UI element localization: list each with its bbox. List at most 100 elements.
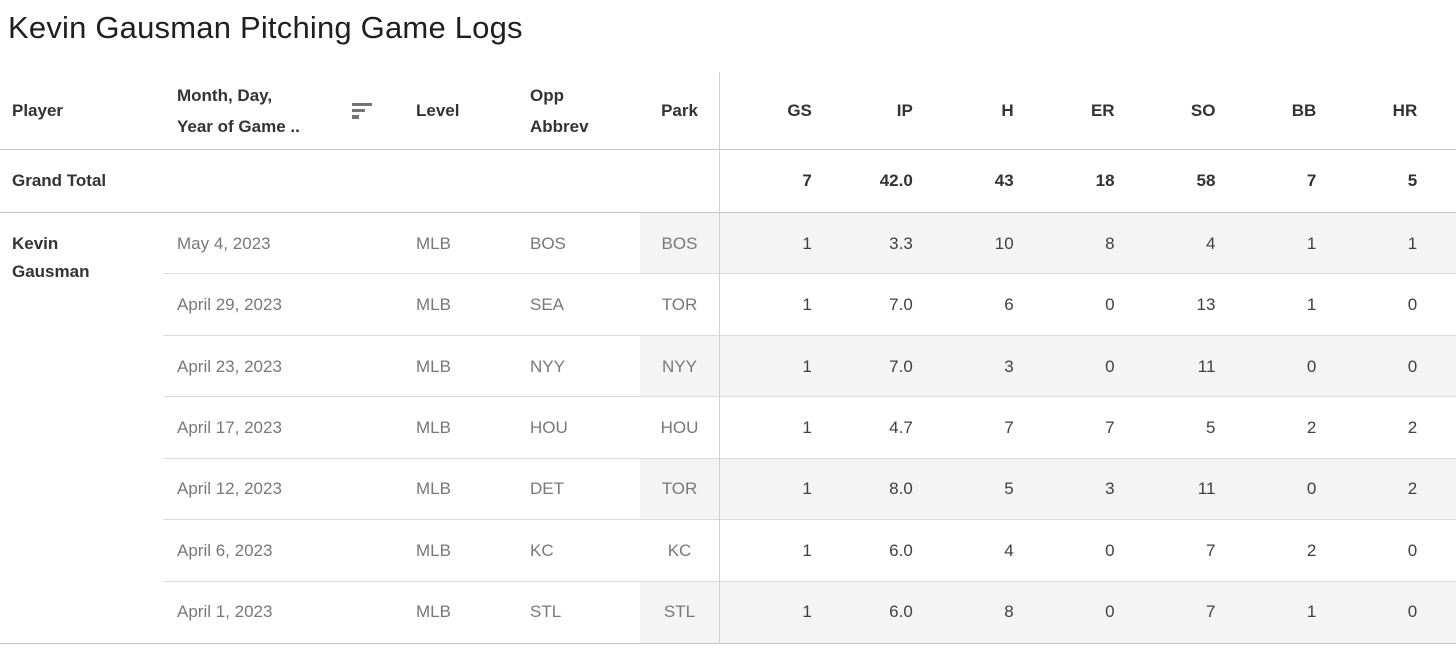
stat-value-cell[interactable]: 1 (1306, 233, 1317, 253)
stat-value-cell[interactable]: 11 (1197, 356, 1216, 376)
stat-value-cell[interactable]: 13 (1196, 295, 1216, 315)
stat-value-cell[interactable]: 0 (1105, 602, 1115, 622)
opp-cell[interactable]: SEA (530, 295, 565, 315)
stat-value-cell[interactable]: 0 (1407, 540, 1418, 560)
stat-value-cell[interactable]: 1 (1407, 233, 1418, 253)
stat-value-cell[interactable]: 7 (1105, 417, 1115, 437)
level-cell[interactable]: MLB (416, 417, 451, 437)
stat-value-cell[interactable]: 8 (1105, 233, 1115, 253)
stat-value-cell[interactable]: 8 (1004, 602, 1014, 622)
date-cell[interactable]: April 17, 2023 (177, 417, 282, 437)
grand-total-value[interactable]: 42.0 (879, 171, 913, 190)
stat-value-cell[interactable]: 7 (1205, 540, 1216, 560)
stat-value-cell[interactable]: 0 (1407, 356, 1418, 376)
stat-column-header[interactable]: IP (896, 101, 913, 120)
date-cell[interactable]: April 23, 2023 (177, 356, 282, 376)
stat-value-cell[interactable]: 10 (994, 233, 1014, 253)
stat-value-cell[interactable]: 1 (1306, 295, 1317, 315)
stat-value-cell[interactable]: 1 (802, 417, 812, 437)
stat-value-cell[interactable]: 6.0 (889, 602, 913, 622)
stat-value-cell[interactable]: 1 (802, 295, 812, 315)
stat-value-cell[interactable]: 4 (1004, 540, 1014, 560)
stat-value-cell[interactable]: 2 (1306, 540, 1317, 560)
grand-total-value[interactable]: 43 (994, 171, 1014, 190)
stat-value-cell[interactable]: 7 (1004, 417, 1014, 437)
sort-descending-icon[interactable] (352, 103, 373, 120)
stat-value-cell[interactable]: 6.0 (889, 540, 913, 560)
grand-total-value[interactable]: 7 (1306, 171, 1317, 190)
opp-cell[interactable]: BOS (530, 233, 566, 253)
park-cell[interactable]: TOR (661, 295, 698, 315)
grand-total-value[interactable]: 7 (802, 171, 812, 190)
stat-value-cell[interactable]: 0 (1105, 540, 1115, 560)
level-cell[interactable]: MLB (416, 479, 451, 499)
opp-cell[interactable]: KC (530, 540, 554, 560)
grand-total-value[interactable]: 58 (1196, 171, 1216, 190)
stat-column-header[interactable]: H (1001, 101, 1014, 120)
stat-value-cell[interactable]: 5 (1004, 479, 1014, 499)
level-cell[interactable]: MLB (416, 233, 451, 253)
stat-value-cell[interactable]: 4.7 (889, 417, 913, 437)
date-cell[interactable]: April 1, 2023 (177, 602, 273, 622)
grand-total-value[interactable]: 18 (1095, 171, 1115, 190)
stat-value-cell[interactable]: 6 (1004, 295, 1014, 315)
date-cell[interactable]: April 29, 2023 (177, 295, 282, 315)
column-header-park[interactable]: Park (661, 101, 698, 120)
stat-value-cell[interactable]: 1 (802, 479, 812, 499)
opp-cell[interactable]: NYY (530, 356, 565, 376)
stat-value-cell[interactable]: 0 (1407, 602, 1418, 622)
stat-column-header[interactable]: ER (1090, 101, 1115, 120)
stat-value-cell[interactable]: 11 (1197, 479, 1216, 499)
column-header-opp-abbrev[interactable]: Opp Abbrev (515, 72, 640, 149)
stat-column-header[interactable]: GS (787, 101, 812, 120)
grand-total-label[interactable]: Grand Total (12, 171, 107, 190)
stat-value-cell[interactable]: 1 (802, 540, 812, 560)
level-cell[interactable]: MLB (416, 540, 451, 560)
stat-value-cell[interactable]: 7.0 (889, 295, 913, 315)
opp-cell[interactable]: DET (530, 479, 564, 499)
stat-column-header[interactable]: SO (1190, 101, 1216, 120)
stat-column-header[interactable]: HR (1392, 101, 1418, 120)
park-cell[interactable]: BOS (640, 213, 719, 275)
park-cell[interactable]: STL (640, 581, 719, 643)
column-header-level[interactable]: Level (416, 101, 460, 120)
date-cell[interactable]: April 12, 2023 (177, 479, 282, 499)
stat-value-cell[interactable]: 0 (1306, 479, 1317, 499)
stat-value-cell[interactable]: 2 (1306, 417, 1317, 437)
stat-value-cell[interactable]: 3.3 (889, 233, 913, 253)
stat-value-cell[interactable]: 0 (1306, 356, 1317, 376)
stat-cells: 1 3.3 10 8 4 1 1 (719, 213, 1456, 275)
stat-value-cell[interactable]: 3 (1105, 479, 1115, 499)
level-cell[interactable]: MLB (416, 356, 451, 376)
opp-cell[interactable]: HOU (530, 417, 568, 437)
stat-value-cell[interactable]: 1 (1306, 602, 1317, 622)
stat-value-cell[interactable]: 0 (1105, 356, 1115, 376)
stat-value-cell[interactable]: 7 (1205, 602, 1216, 622)
stat-value-cell[interactable]: 0 (1105, 295, 1115, 315)
stat-value-cell[interactable]: 0 (1407, 295, 1418, 315)
stat-value-cell[interactable]: 1 (802, 602, 812, 622)
park-cell[interactable]: KC (667, 540, 692, 560)
date-cell[interactable]: May 4, 2023 (177, 233, 271, 253)
stat-value-cell[interactable]: 2 (1407, 479, 1418, 499)
grand-total-value[interactable]: 5 (1407, 171, 1418, 190)
level-cell[interactable]: MLB (416, 602, 451, 622)
date-cell[interactable]: April 6, 2023 (177, 540, 273, 560)
level-cell[interactable]: MLB (416, 295, 451, 315)
stat-value-cell[interactable]: 5 (1205, 417, 1216, 437)
stat-value-cell[interactable]: 8.0 (889, 479, 913, 499)
park-cell[interactable]: NYY (640, 335, 719, 398)
stat-value-cell[interactable]: 2 (1407, 417, 1418, 437)
stat-value-cell[interactable]: 4 (1205, 233, 1216, 253)
park-cell[interactable]: TOR (640, 458, 719, 521)
park-cell[interactable]: HOU (660, 417, 699, 437)
stat-value-cell[interactable]: 3 (1004, 356, 1014, 376)
opp-cell[interactable]: STL (530, 602, 562, 622)
stat-value-cell[interactable]: 1 (802, 356, 812, 376)
stat-value-cell[interactable]: 1 (802, 233, 812, 253)
stat-column-header[interactable]: BB (1291, 101, 1317, 120)
stat-value-cell[interactable]: 7.0 (889, 356, 913, 376)
column-header-player[interactable]: Player (12, 101, 64, 120)
column-header-date[interactable]: Month, Day, Year of Game .. (163, 72, 400, 149)
player-name-cell[interactable]: Kevin Gausman (0, 213, 163, 643)
